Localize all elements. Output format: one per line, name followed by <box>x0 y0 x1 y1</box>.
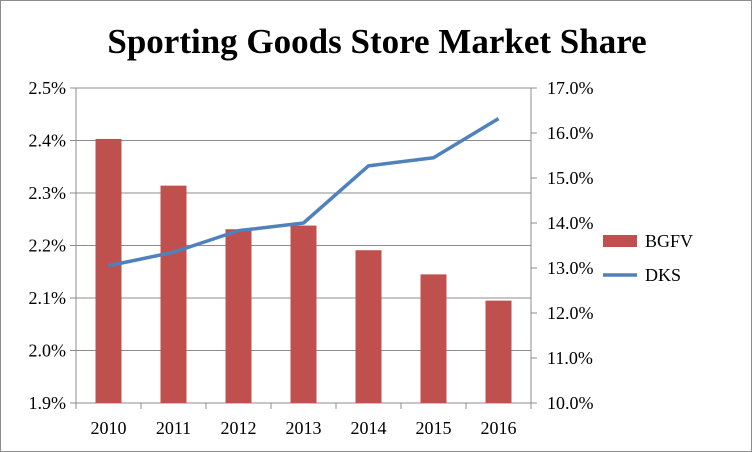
x-axis-tick-label: 2013 <box>286 418 322 438</box>
left-axis-tick-label: 1.9% <box>29 393 67 413</box>
right-axis-tick-label: 10.0% <box>547 393 594 413</box>
chart-title: Sporting Goods Store Market Share <box>107 22 646 61</box>
right-axis-tick-label: 13.0% <box>547 258 594 278</box>
line-dks <box>108 117 500 268</box>
x-axis-tick-label: 2010 <box>91 418 127 438</box>
x-axis-tick-label: 2012 <box>221 418 257 438</box>
x-axis-tick-label: 2014 <box>351 418 387 438</box>
legend: BGFV DKS <box>603 231 693 285</box>
right-axis-tick-label: 17.0% <box>547 78 594 98</box>
right-axis-tick-label: 15.0% <box>547 168 594 188</box>
bar-bgfv <box>225 229 252 403</box>
left-axis-tick-label: 2.4% <box>29 131 67 151</box>
left-axis-tick-label: 2.3% <box>29 183 67 203</box>
bar-bgfv <box>290 225 317 403</box>
x-axis-tick-label: 2016 <box>481 418 517 438</box>
x-axis-tick-label: 2015 <box>416 418 452 438</box>
legend-swatch-bgfv <box>603 235 637 247</box>
right-axis-tick-label: 11.0% <box>547 348 593 368</box>
left-axis-tick-label: 2.0% <box>29 341 67 361</box>
right-axis-tick-label: 14.0% <box>547 213 594 233</box>
bar-bgfv <box>160 185 187 403</box>
left-axis-tick-label: 2.1% <box>29 288 67 308</box>
plot-area: 1.9% 2.0% 2.1% 2.2% 2.3% 2.4% 2.5% 10.0% 11.0% 12… <box>29 78 594 438</box>
bar-bgfv <box>485 300 512 403</box>
bar-bgfv <box>420 274 447 403</box>
x-axis-tick-label: 2011 <box>156 418 191 438</box>
legend-label-dks: DKS <box>645 265 681 285</box>
left-axis-tick-label: 2.2% <box>29 236 67 256</box>
legend-label-bgfv: BGFV <box>645 231 693 251</box>
right-axis-tick-label: 12.0% <box>547 303 594 323</box>
left-axis-tick-label: 2.5% <box>29 78 67 98</box>
bar-bgfv <box>355 250 382 403</box>
bar-bgfv <box>95 138 122 404</box>
right-axis-tick-label: 16.0% <box>547 123 594 143</box>
